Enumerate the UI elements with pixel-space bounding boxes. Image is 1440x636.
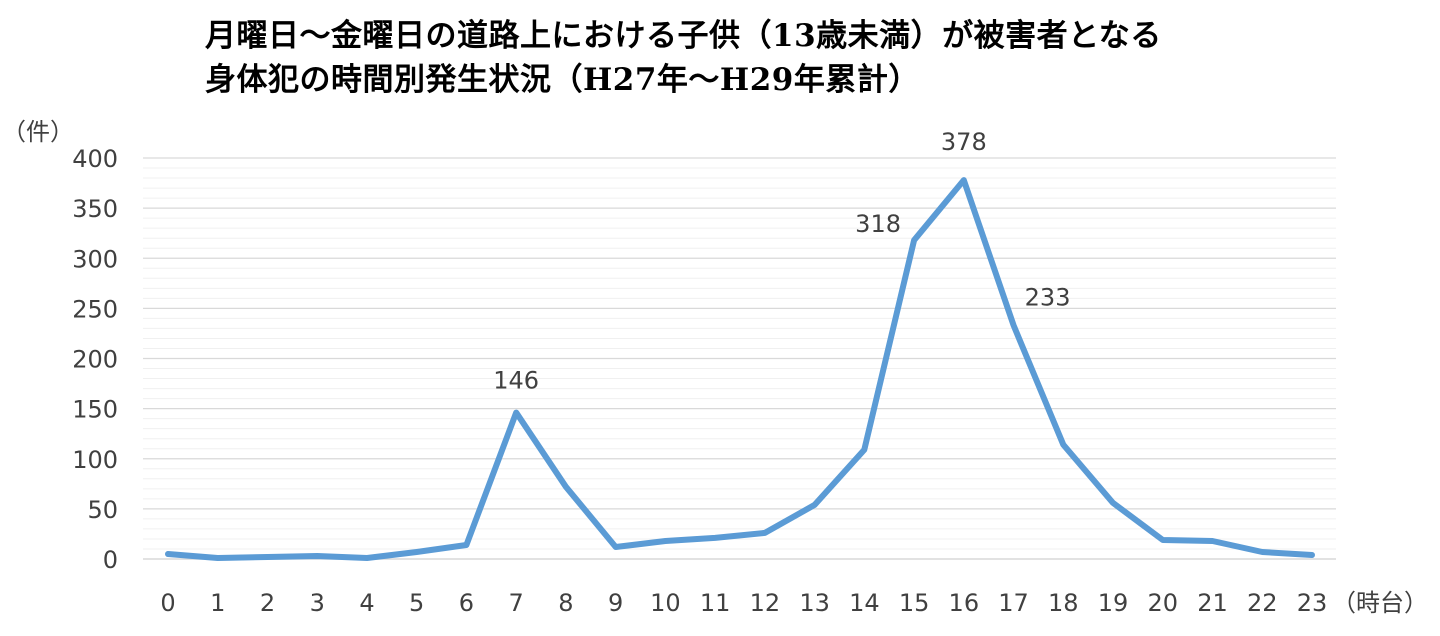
x-tick-label: 21 <box>1197 589 1228 617</box>
x-tick-label: 9 <box>608 589 623 617</box>
chart-title-line-1: 月曜日～金曜日の道路上における子供（13歳未満）が被害者となる <box>205 18 1162 54</box>
x-tick-label: 16 <box>949 589 980 617</box>
y-tick-label: 0 <box>103 546 118 574</box>
x-tick-label: 6 <box>459 589 474 617</box>
series-line <box>165 177 1315 561</box>
y-tick-label: 150 <box>72 396 118 424</box>
x-tick-label: 10 <box>650 589 681 617</box>
x-tick-label: 0 <box>160 589 175 617</box>
x-tick-label: 4 <box>359 589 374 617</box>
x-tick-label: 22 <box>1247 589 1278 617</box>
y-tick-label: 50 <box>87 496 118 524</box>
y-tick-label: 400 <box>72 145 118 173</box>
y-axis-label: （件） <box>2 118 74 146</box>
x-tick-label: 23 <box>1297 589 1328 617</box>
x-tick-label: 1 <box>210 589 225 617</box>
data-label: 146 <box>493 367 539 395</box>
x-tick-label: 7 <box>509 589 524 617</box>
data-labels: 146 318 378 233 <box>493 128 1070 395</box>
x-tick-label: 3 <box>310 589 325 617</box>
grid-lines <box>143 157 1336 550</box>
x-tick-label: 11 <box>700 589 731 617</box>
x-tick-label: 17 <box>998 589 1029 617</box>
x-tick-label: 15 <box>899 589 930 617</box>
chart-title-line-2: 身体犯の時間別発生状況（H27年～H29年累計） <box>205 62 920 98</box>
y-tick-label: 300 <box>72 245 118 273</box>
x-tick-label: 5 <box>409 589 424 617</box>
x-tick-label: 2 <box>260 589 275 617</box>
y-tick-label: 250 <box>72 295 118 323</box>
data-label: 318 <box>855 210 901 238</box>
series-layer <box>165 177 1315 561</box>
data-label: 233 <box>1025 283 1071 311</box>
x-axis-label: （時台） <box>1332 589 1428 617</box>
x-tick-label: 20 <box>1148 589 1179 617</box>
x-tick-label: 14 <box>849 589 880 617</box>
chart-title: 月曜日～金曜日の道路上における子供（13歳未満）が被害者となる 身体犯の時間別発… <box>205 14 1405 102</box>
x-tick-label: 13 <box>799 589 830 617</box>
x-tick-label: 8 <box>558 589 573 617</box>
y-tick-label: 350 <box>72 195 118 223</box>
x-tick-label: 19 <box>1098 589 1129 617</box>
y-tick-label: 100 <box>72 446 118 474</box>
data-label: 378 <box>941 128 987 156</box>
x-tick-label: 12 <box>750 589 781 617</box>
y-tick-label: 200 <box>72 346 118 374</box>
x-tick-label: 18 <box>1048 589 1079 617</box>
